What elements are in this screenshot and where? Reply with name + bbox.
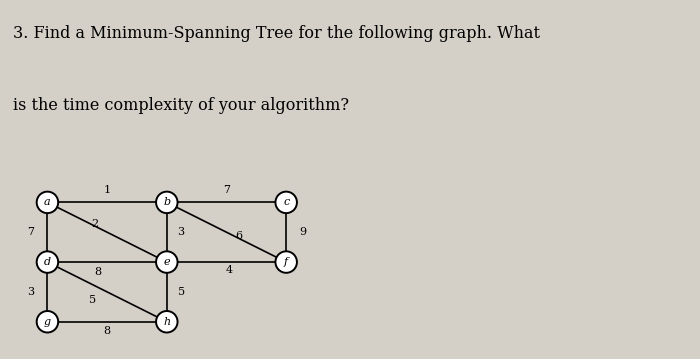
- Circle shape: [36, 311, 58, 332]
- Text: 3: 3: [27, 287, 34, 297]
- Circle shape: [156, 311, 178, 332]
- Text: 3. Find a Minimum-Spanning Tree for the following graph. What: 3. Find a Minimum-Spanning Tree for the …: [13, 25, 540, 42]
- Text: 4: 4: [225, 265, 232, 275]
- Circle shape: [275, 192, 297, 213]
- Circle shape: [156, 192, 178, 213]
- Circle shape: [36, 192, 58, 213]
- Text: 1: 1: [104, 186, 111, 195]
- Text: 7: 7: [223, 186, 230, 195]
- Text: 2: 2: [92, 219, 99, 229]
- Text: a: a: [44, 197, 50, 208]
- Text: 7: 7: [27, 227, 34, 237]
- Circle shape: [275, 251, 297, 273]
- Text: d: d: [44, 257, 51, 267]
- Text: 5: 5: [178, 287, 185, 297]
- Text: f: f: [284, 257, 288, 267]
- Text: 6: 6: [235, 231, 242, 241]
- Text: h: h: [163, 317, 170, 327]
- Text: 3: 3: [178, 227, 185, 237]
- Text: is the time complexity of your algorithm?: is the time complexity of your algorithm…: [13, 97, 349, 114]
- Text: e: e: [164, 257, 170, 267]
- Text: g: g: [44, 317, 51, 327]
- Text: c: c: [283, 197, 289, 208]
- Circle shape: [36, 251, 58, 273]
- Text: 5: 5: [89, 295, 97, 305]
- Text: 9: 9: [300, 227, 307, 237]
- Text: 8: 8: [104, 326, 111, 336]
- Text: b: b: [163, 197, 170, 208]
- Text: 8: 8: [94, 267, 101, 277]
- Circle shape: [156, 251, 178, 273]
